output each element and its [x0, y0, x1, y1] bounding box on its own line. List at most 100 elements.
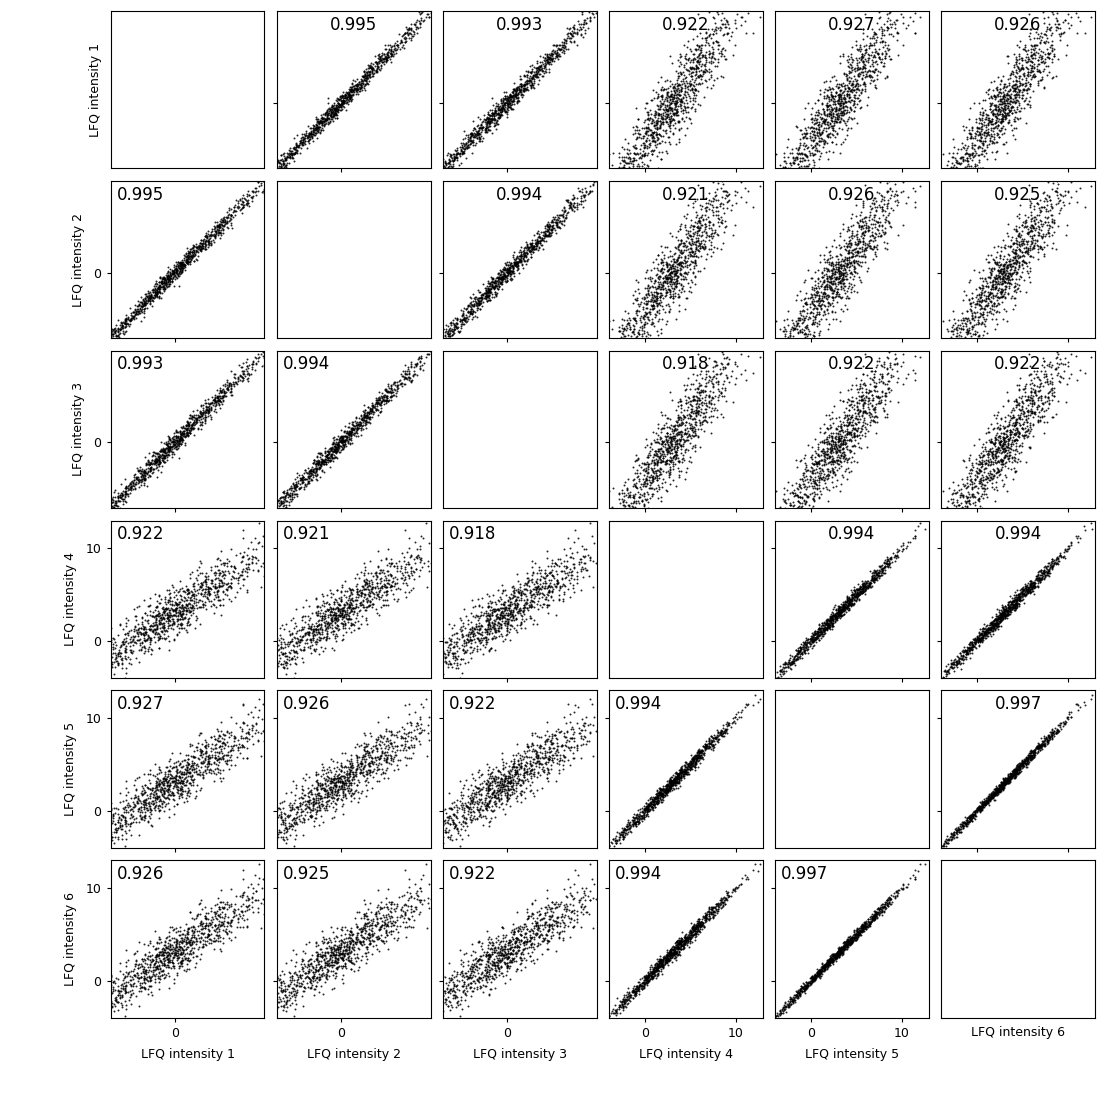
Point: [95, 341, 113, 358]
Point: [628, 290, 646, 307]
Point: [818, 432, 836, 450]
Point: [246, 184, 263, 201]
Point: [206, 749, 223, 766]
Point: [668, 87, 686, 105]
Point: [588, 533, 606, 551]
Point: [128, 963, 146, 981]
Point: [654, 789, 671, 806]
Point: [171, 261, 189, 279]
Point: [870, 566, 888, 584]
Point: [167, 435, 185, 452]
Point: [505, 584, 523, 602]
Point: [244, 522, 262, 540]
Point: [963, 805, 981, 823]
Point: [718, 12, 735, 30]
Point: [446, 806, 463, 824]
Point: [228, 714, 246, 732]
Point: [171, 755, 189, 773]
Point: [812, 962, 830, 980]
Point: [856, 582, 874, 599]
Point: [278, 499, 295, 517]
Point: [695, 915, 712, 932]
Point: [357, 406, 375, 424]
Point: [614, 822, 632, 839]
Point: [995, 257, 1013, 274]
Point: [659, 949, 677, 967]
Point: [594, 1023, 612, 1041]
Point: [173, 616, 190, 634]
Point: [415, 698, 432, 716]
Point: [685, 748, 702, 765]
Point: [953, 333, 971, 351]
Point: [637, 456, 655, 473]
Point: [818, 271, 836, 289]
Point: [225, 545, 242, 563]
Point: [1045, 553, 1063, 571]
Point: [378, 585, 396, 603]
Point: [132, 959, 149, 977]
Point: [550, 754, 567, 772]
Point: [103, 619, 121, 637]
Point: [481, 291, 499, 309]
Point: [149, 607, 167, 625]
Point: [680, 414, 698, 431]
Point: [160, 434, 178, 451]
Point: [709, 175, 727, 192]
Point: [533, 946, 551, 963]
Point: [637, 136, 655, 154]
Point: [122, 801, 139, 818]
Point: [228, 735, 246, 753]
Point: [839, 390, 857, 408]
Point: [140, 619, 158, 637]
Point: [490, 792, 508, 810]
Point: [832, 113, 849, 131]
Point: [171, 743, 189, 761]
Point: [112, 636, 129, 654]
Point: [676, 933, 693, 951]
Point: [883, 25, 900, 43]
Point: [465, 942, 482, 960]
Point: [161, 769, 179, 786]
Point: [158, 435, 176, 452]
Point: [513, 747, 531, 764]
Point: [213, 894, 231, 911]
Point: [988, 617, 1005, 635]
Point: [650, 478, 668, 495]
Point: [690, 385, 708, 403]
Point: [952, 660, 970, 678]
Point: [221, 209, 239, 227]
Point: [157, 267, 175, 284]
Point: [322, 939, 340, 957]
Point: [667, 769, 685, 786]
Point: [846, 437, 864, 455]
Point: [815, 296, 833, 314]
Point: [628, 978, 646, 995]
Point: [963, 117, 981, 135]
Point: [284, 941, 302, 959]
Point: [629, 333, 647, 351]
Point: [317, 447, 335, 465]
Point: [1022, 748, 1040, 765]
Point: [648, 784, 666, 802]
Point: [407, 885, 425, 902]
Point: [470, 951, 488, 969]
Point: [479, 958, 497, 975]
Point: [807, 474, 825, 492]
Point: [691, 917, 709, 935]
Point: [1033, 740, 1051, 758]
Point: [709, 901, 727, 919]
Point: [687, 239, 705, 257]
Point: [154, 787, 171, 805]
Point: [687, 102, 705, 119]
Point: [197, 733, 215, 751]
Point: [626, 477, 644, 494]
Point: [709, 723, 727, 741]
Point: [177, 244, 195, 262]
Point: [956, 121, 973, 138]
Point: [611, 322, 628, 340]
Point: [202, 926, 220, 943]
Point: [197, 919, 215, 937]
Point: [362, 763, 379, 781]
Point: [838, 591, 856, 608]
Point: [978, 792, 995, 810]
